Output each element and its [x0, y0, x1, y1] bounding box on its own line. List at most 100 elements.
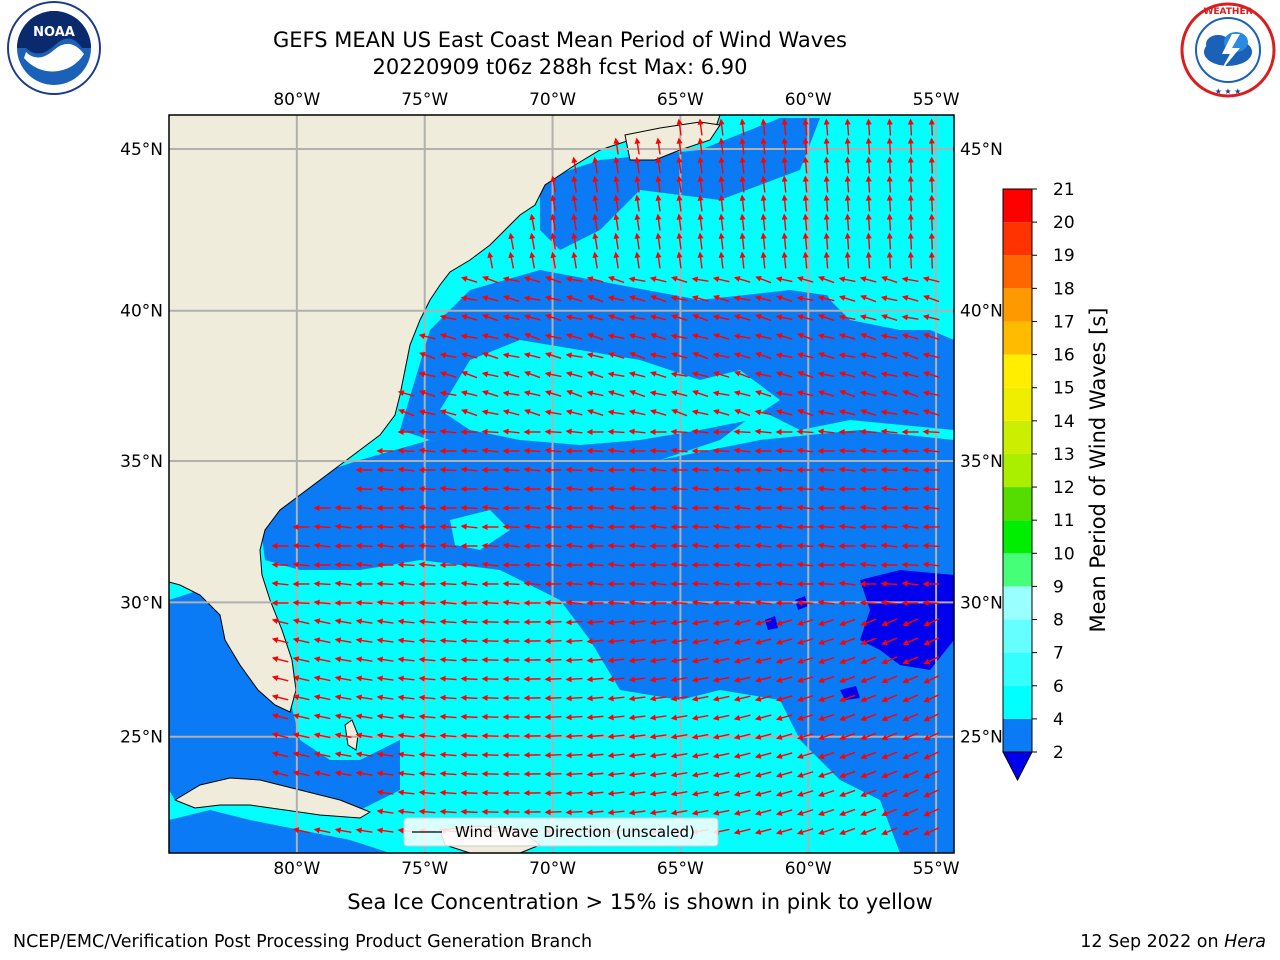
wave-arrow	[754, 371, 772, 378]
wave-arrow	[592, 175, 599, 193]
wave-arrow	[523, 580, 541, 587]
wave-arrow	[481, 713, 499, 720]
wave-arrow	[691, 790, 709, 797]
wave-arrow	[901, 466, 919, 473]
wave-arrow	[271, 600, 289, 606]
lat-label-right: 35°N	[960, 452, 1003, 472]
wave-arrow	[676, 175, 683, 193]
colorbar-tick-label: 9	[1053, 577, 1064, 597]
wave-arrow	[397, 713, 415, 720]
wave-arrow	[775, 466, 793, 473]
wave-arrow	[508, 232, 515, 250]
wave-arrow	[880, 448, 898, 454]
wave-arrow	[418, 713, 436, 720]
wave-arrow	[775, 638, 793, 645]
wave-arrow	[592, 156, 599, 174]
wave-arrow	[865, 156, 872, 174]
wave-arrow	[607, 390, 625, 397]
wave-arrow	[802, 232, 809, 250]
wave-arrow	[565, 352, 583, 359]
wave-arrow	[797, 332, 814, 341]
latitude-labels-right: 45°N 40°N 35°N 30°N 25°N	[960, 140, 1003, 748]
wave-arrow	[733, 752, 751, 759]
wave-arrow	[628, 409, 646, 416]
wave-arrow	[439, 542, 457, 549]
wave-arrow	[271, 618, 289, 625]
wave-arrow	[355, 656, 373, 663]
wave-arrow	[607, 561, 625, 568]
wave-arrow	[902, 789, 919, 798]
wave-arrow	[839, 732, 856, 741]
wave-arrow	[607, 409, 625, 416]
wave-arrow	[628, 790, 646, 797]
wave-arrow	[712, 276, 730, 283]
wave-arrow	[292, 542, 310, 549]
wave-arrow	[712, 390, 730, 397]
wave-arrow	[775, 409, 793, 416]
wave-arrow	[922, 581, 940, 587]
wave-arrow	[676, 137, 683, 155]
wave-arrow	[271, 770, 289, 777]
wave-arrow	[739, 118, 746, 136]
wave-arrow	[376, 675, 394, 682]
wave-arrow	[697, 137, 704, 155]
wave-arrow	[628, 448, 646, 454]
wave-arrow	[418, 485, 436, 492]
wave-arrow	[881, 808, 898, 817]
wave-arrow	[439, 808, 457, 815]
wave-arrow	[649, 276, 667, 283]
wave-arrow	[460, 447, 478, 454]
wave-arrow	[397, 523, 415, 530]
wave-arrow	[754, 562, 772, 568]
wave-arrow	[754, 809, 772, 816]
wave-arrow	[739, 137, 746, 155]
wave-arrow	[334, 600, 352, 606]
wave-arrow	[760, 175, 767, 193]
wave-arrow	[754, 676, 772, 683]
wave-arrow	[418, 447, 436, 454]
wave-arrow	[439, 713, 457, 720]
wave-arrow	[796, 676, 814, 683]
lon-label-top: 70°W	[529, 90, 576, 110]
colorbar-band	[1003, 619, 1032, 653]
wave-arrow	[565, 371, 583, 378]
wave-arrow	[376, 656, 394, 663]
wave-arrow	[655, 156, 662, 174]
wave-arrow	[796, 790, 814, 797]
colorbar-extend-arrow	[1002, 751, 1033, 782]
wave-arrow	[691, 466, 709, 473]
wave-arrow	[670, 504, 688, 511]
wave-arrow	[712, 486, 730, 492]
wave-arrow	[718, 194, 725, 212]
wave-arrow	[397, 751, 415, 758]
wave-arrow	[334, 504, 352, 511]
lon-label-bottom: 60°W	[785, 859, 832, 879]
colorbar-tick-label: 4	[1053, 710, 1064, 730]
wave-arrow	[334, 675, 352, 682]
wave-arrow	[755, 313, 772, 322]
wave-arrow	[901, 371, 919, 378]
wave-arrow	[565, 638, 583, 645]
wave-arrow	[775, 600, 793, 606]
cuba-island	[173, 777, 372, 819]
colorbar-tick-label: 17	[1053, 312, 1075, 332]
wave-arrow	[775, 657, 793, 664]
wave-arrow	[460, 580, 478, 587]
lat-label-left: 25°N	[120, 728, 163, 748]
wave-arrow	[523, 466, 541, 473]
wave-arrow	[907, 251, 914, 269]
lon-label-bottom: 55°W	[913, 859, 960, 879]
wave-arrow	[418, 675, 436, 682]
wave-arrow	[550, 213, 557, 231]
wave-arrow	[271, 675, 289, 682]
wave-arrow	[754, 714, 772, 721]
colorbar-tick-label: 11	[1053, 511, 1075, 531]
wave-arrow	[523, 733, 541, 740]
wave-arrow	[460, 486, 478, 492]
wave-arrow	[376, 694, 394, 701]
wave-arrow	[481, 656, 499, 663]
wave-arrow	[691, 485, 709, 492]
credit-branch: NCEP/EMC/Verification Post Processing Pr…	[13, 932, 593, 952]
wave-arrow	[923, 333, 940, 341]
wave-arrow	[865, 232, 872, 250]
